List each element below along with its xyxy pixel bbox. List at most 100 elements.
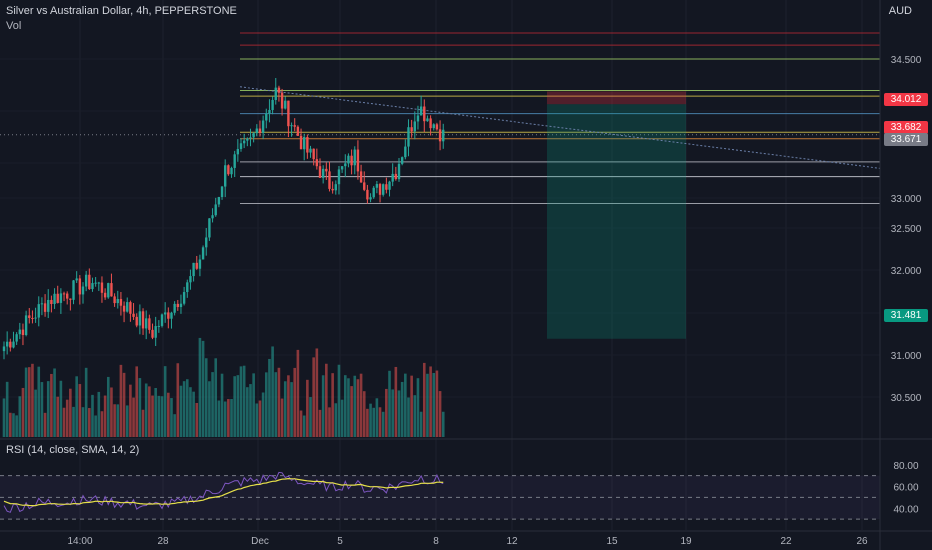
short-position-tool[interactable] xyxy=(547,91,686,339)
candle-body xyxy=(246,138,249,141)
candle-body xyxy=(5,341,9,347)
candle-body xyxy=(230,167,233,175)
candle-body xyxy=(43,303,47,312)
volume-bar xyxy=(56,396,60,437)
volume-bar xyxy=(204,358,208,437)
volume-bar xyxy=(211,372,214,437)
candle-body xyxy=(239,143,243,149)
volume-bar xyxy=(132,397,135,437)
candle-body xyxy=(312,148,315,160)
volume-bar xyxy=(362,391,366,437)
candle-body xyxy=(116,298,119,304)
volume-bar xyxy=(208,381,211,437)
price-tick-label: 32.000 xyxy=(891,266,922,277)
candle-body xyxy=(385,184,388,190)
candle-body xyxy=(284,100,287,109)
volume-bar xyxy=(296,349,300,437)
candle-body xyxy=(220,186,224,198)
candle-body xyxy=(182,292,186,304)
candle-body xyxy=(277,87,281,93)
volume-bar xyxy=(46,381,50,437)
candle-body xyxy=(382,184,385,195)
candle-body xyxy=(217,197,221,205)
time-tick-label: 26 xyxy=(856,536,868,547)
volume-bar xyxy=(223,401,227,437)
symbol-title[interactable]: Silver vs Australian Dollar, 4h, PEPPERS… xyxy=(6,5,237,17)
candle-body xyxy=(366,189,369,200)
candle-body xyxy=(280,92,284,109)
candle-body xyxy=(173,303,176,313)
volume-bar xyxy=(391,389,394,437)
candle-body xyxy=(331,188,334,191)
volume-bar xyxy=(404,373,407,437)
candle-body xyxy=(113,296,116,304)
candle-body xyxy=(148,318,151,330)
candle-body xyxy=(214,204,217,216)
volume-bar xyxy=(343,375,347,437)
candle-body xyxy=(268,109,271,114)
candle-body xyxy=(211,215,214,219)
volume-bar xyxy=(157,395,161,437)
candle-body xyxy=(167,312,170,319)
candle-body xyxy=(81,286,85,295)
candle-body xyxy=(416,115,420,122)
volume-bar xyxy=(220,373,224,437)
volume-bar xyxy=(198,337,202,437)
candle-body xyxy=(347,155,350,164)
volume-bar xyxy=(274,372,278,437)
candle-body xyxy=(28,315,31,318)
volume-bar xyxy=(160,396,164,437)
volume-bar xyxy=(154,387,157,437)
volume-bar xyxy=(271,346,274,437)
trend-line[interactable] xyxy=(239,86,881,169)
candle-body xyxy=(442,129,445,142)
volume-bar xyxy=(15,415,18,437)
volume-bar xyxy=(59,380,63,437)
candle-body xyxy=(271,99,274,110)
volume-bar xyxy=(91,394,94,437)
volume-bar xyxy=(176,363,180,437)
candle-body xyxy=(325,168,328,172)
take-profit-zone xyxy=(547,104,686,339)
time-tick-label: 19 xyxy=(680,536,692,547)
candle-body xyxy=(233,154,236,168)
candle-body xyxy=(432,124,435,129)
candle-body xyxy=(84,274,88,287)
price-tick-label: 32.500 xyxy=(891,224,922,235)
volume-bar xyxy=(201,340,205,437)
volume-bar xyxy=(24,367,28,437)
candle-body xyxy=(78,278,82,295)
price-tick-label: 33.000 xyxy=(891,194,922,205)
volume-bar xyxy=(261,392,265,437)
volume-bar xyxy=(397,390,401,437)
candle-body xyxy=(31,317,34,319)
candle-body xyxy=(315,159,319,167)
candle-body xyxy=(100,282,104,293)
candle-body xyxy=(198,259,202,269)
candle-body xyxy=(91,283,94,290)
volume-bar xyxy=(31,363,34,437)
candle-body xyxy=(189,276,192,283)
candle-body xyxy=(359,171,363,183)
candle-body xyxy=(258,128,262,133)
volume-bar xyxy=(280,398,284,437)
candle-body xyxy=(170,312,173,319)
volume-bar xyxy=(75,376,78,437)
volume-bar xyxy=(359,373,363,437)
volume-bar xyxy=(309,397,312,437)
volume-bar xyxy=(141,409,145,437)
volume-label: Vol xyxy=(6,20,22,32)
candle-body xyxy=(62,293,66,295)
currency-label[interactable]: AUD xyxy=(888,5,912,17)
rsi-label[interactable]: RSI (14, close, SMA, 14, 2) xyxy=(6,444,140,456)
candle-body xyxy=(337,169,341,185)
volume-bar xyxy=(84,367,88,437)
candle-body xyxy=(195,262,198,269)
rsi-line xyxy=(3,471,444,513)
volume-bar xyxy=(185,379,189,437)
candle-body xyxy=(122,305,126,312)
volume-bar xyxy=(287,375,290,437)
volume-bar xyxy=(246,387,249,437)
